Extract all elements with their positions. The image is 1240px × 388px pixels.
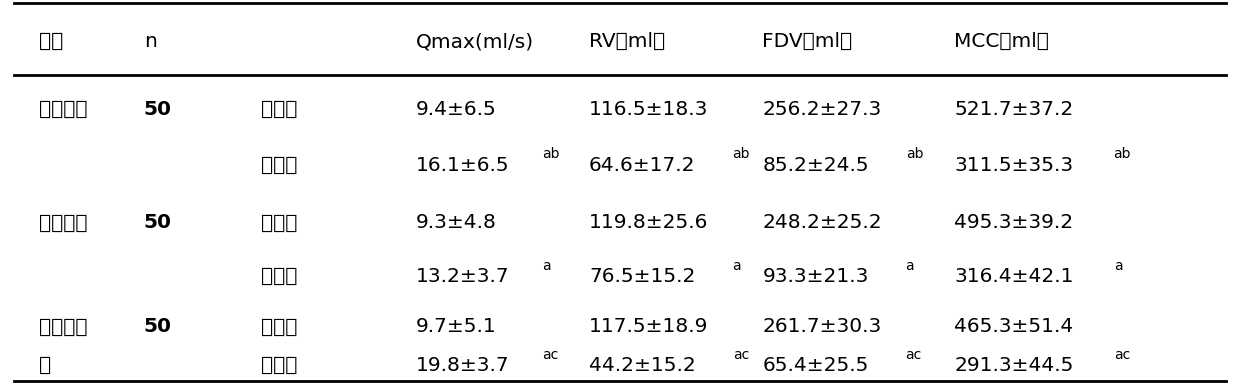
Text: 261.7±30.3: 261.7±30.3: [763, 317, 882, 336]
Text: 组别: 组别: [38, 32, 63, 51]
Text: ac: ac: [733, 348, 749, 362]
Text: 76.5±15.2: 76.5±15.2: [589, 267, 696, 286]
Text: ab: ab: [1114, 147, 1131, 161]
Text: 治疗前: 治疗前: [262, 317, 298, 336]
Text: 糖尿病组: 糖尿病组: [38, 213, 87, 232]
Text: 521.7±37.2: 521.7±37.2: [954, 100, 1074, 119]
Text: 治疗前: 治疗前: [262, 100, 298, 119]
Text: 组: 组: [38, 356, 51, 375]
Text: ab: ab: [733, 147, 750, 161]
Text: RV（ml）: RV（ml）: [589, 32, 665, 51]
Text: 治疗后: 治疗后: [262, 156, 298, 175]
Text: 50: 50: [144, 213, 171, 232]
Text: ab: ab: [543, 147, 560, 161]
Text: 44.2±15.2: 44.2±15.2: [589, 356, 696, 375]
Text: 治疗后: 治疗后: [262, 267, 298, 286]
Text: a: a: [543, 259, 552, 273]
Text: 13.2±3.7: 13.2±3.7: [415, 267, 510, 286]
Text: 16.1±6.5: 16.1±6.5: [415, 156, 510, 175]
Text: a: a: [905, 259, 914, 273]
Text: 19.8±3.7: 19.8±3.7: [415, 356, 510, 375]
Text: 119.8±25.6: 119.8±25.6: [589, 213, 708, 232]
Text: 50: 50: [144, 100, 171, 119]
Text: 291.3±44.5: 291.3±44.5: [954, 356, 1074, 375]
Text: Qmax(ml/s): Qmax(ml/s): [415, 32, 534, 51]
Text: 311.5±35.3: 311.5±35.3: [954, 156, 1073, 175]
Text: 9.4±6.5: 9.4±6.5: [415, 100, 496, 119]
Text: 85.2±24.5: 85.2±24.5: [763, 156, 869, 175]
Text: 248.2±25.2: 248.2±25.2: [763, 213, 882, 232]
Text: 脊髄损伤: 脊髄损伤: [38, 317, 87, 336]
Text: MCC（ml）: MCC（ml）: [954, 32, 1049, 51]
Text: ac: ac: [543, 348, 559, 362]
Text: 治疗后: 治疗后: [262, 356, 298, 375]
Text: ab: ab: [905, 147, 924, 161]
Text: 9.7±5.1: 9.7±5.1: [415, 317, 496, 336]
Text: 316.4±42.1: 316.4±42.1: [954, 267, 1074, 286]
Text: 65.4±25.5: 65.4±25.5: [763, 356, 869, 375]
Text: 治疗前: 治疗前: [262, 213, 298, 232]
Text: ac: ac: [1114, 348, 1130, 362]
Text: 116.5±18.3: 116.5±18.3: [589, 100, 708, 119]
Text: a: a: [732, 259, 740, 273]
Text: 256.2±27.3: 256.2±27.3: [763, 100, 882, 119]
Text: a: a: [1114, 259, 1122, 273]
Text: 495.3±39.2: 495.3±39.2: [954, 213, 1073, 232]
Text: 50: 50: [144, 317, 171, 336]
Text: ac: ac: [905, 348, 921, 362]
Text: 93.3±21.3: 93.3±21.3: [763, 267, 869, 286]
Text: 9.3±4.8: 9.3±4.8: [415, 213, 497, 232]
Text: n: n: [144, 32, 156, 51]
Text: FDV（ml）: FDV（ml）: [763, 32, 852, 51]
Text: 117.5±18.9: 117.5±18.9: [589, 317, 708, 336]
Text: 脑卒中组: 脑卒中组: [38, 100, 87, 119]
Text: 64.6±17.2: 64.6±17.2: [589, 156, 696, 175]
Text: 465.3±51.4: 465.3±51.4: [954, 317, 1074, 336]
